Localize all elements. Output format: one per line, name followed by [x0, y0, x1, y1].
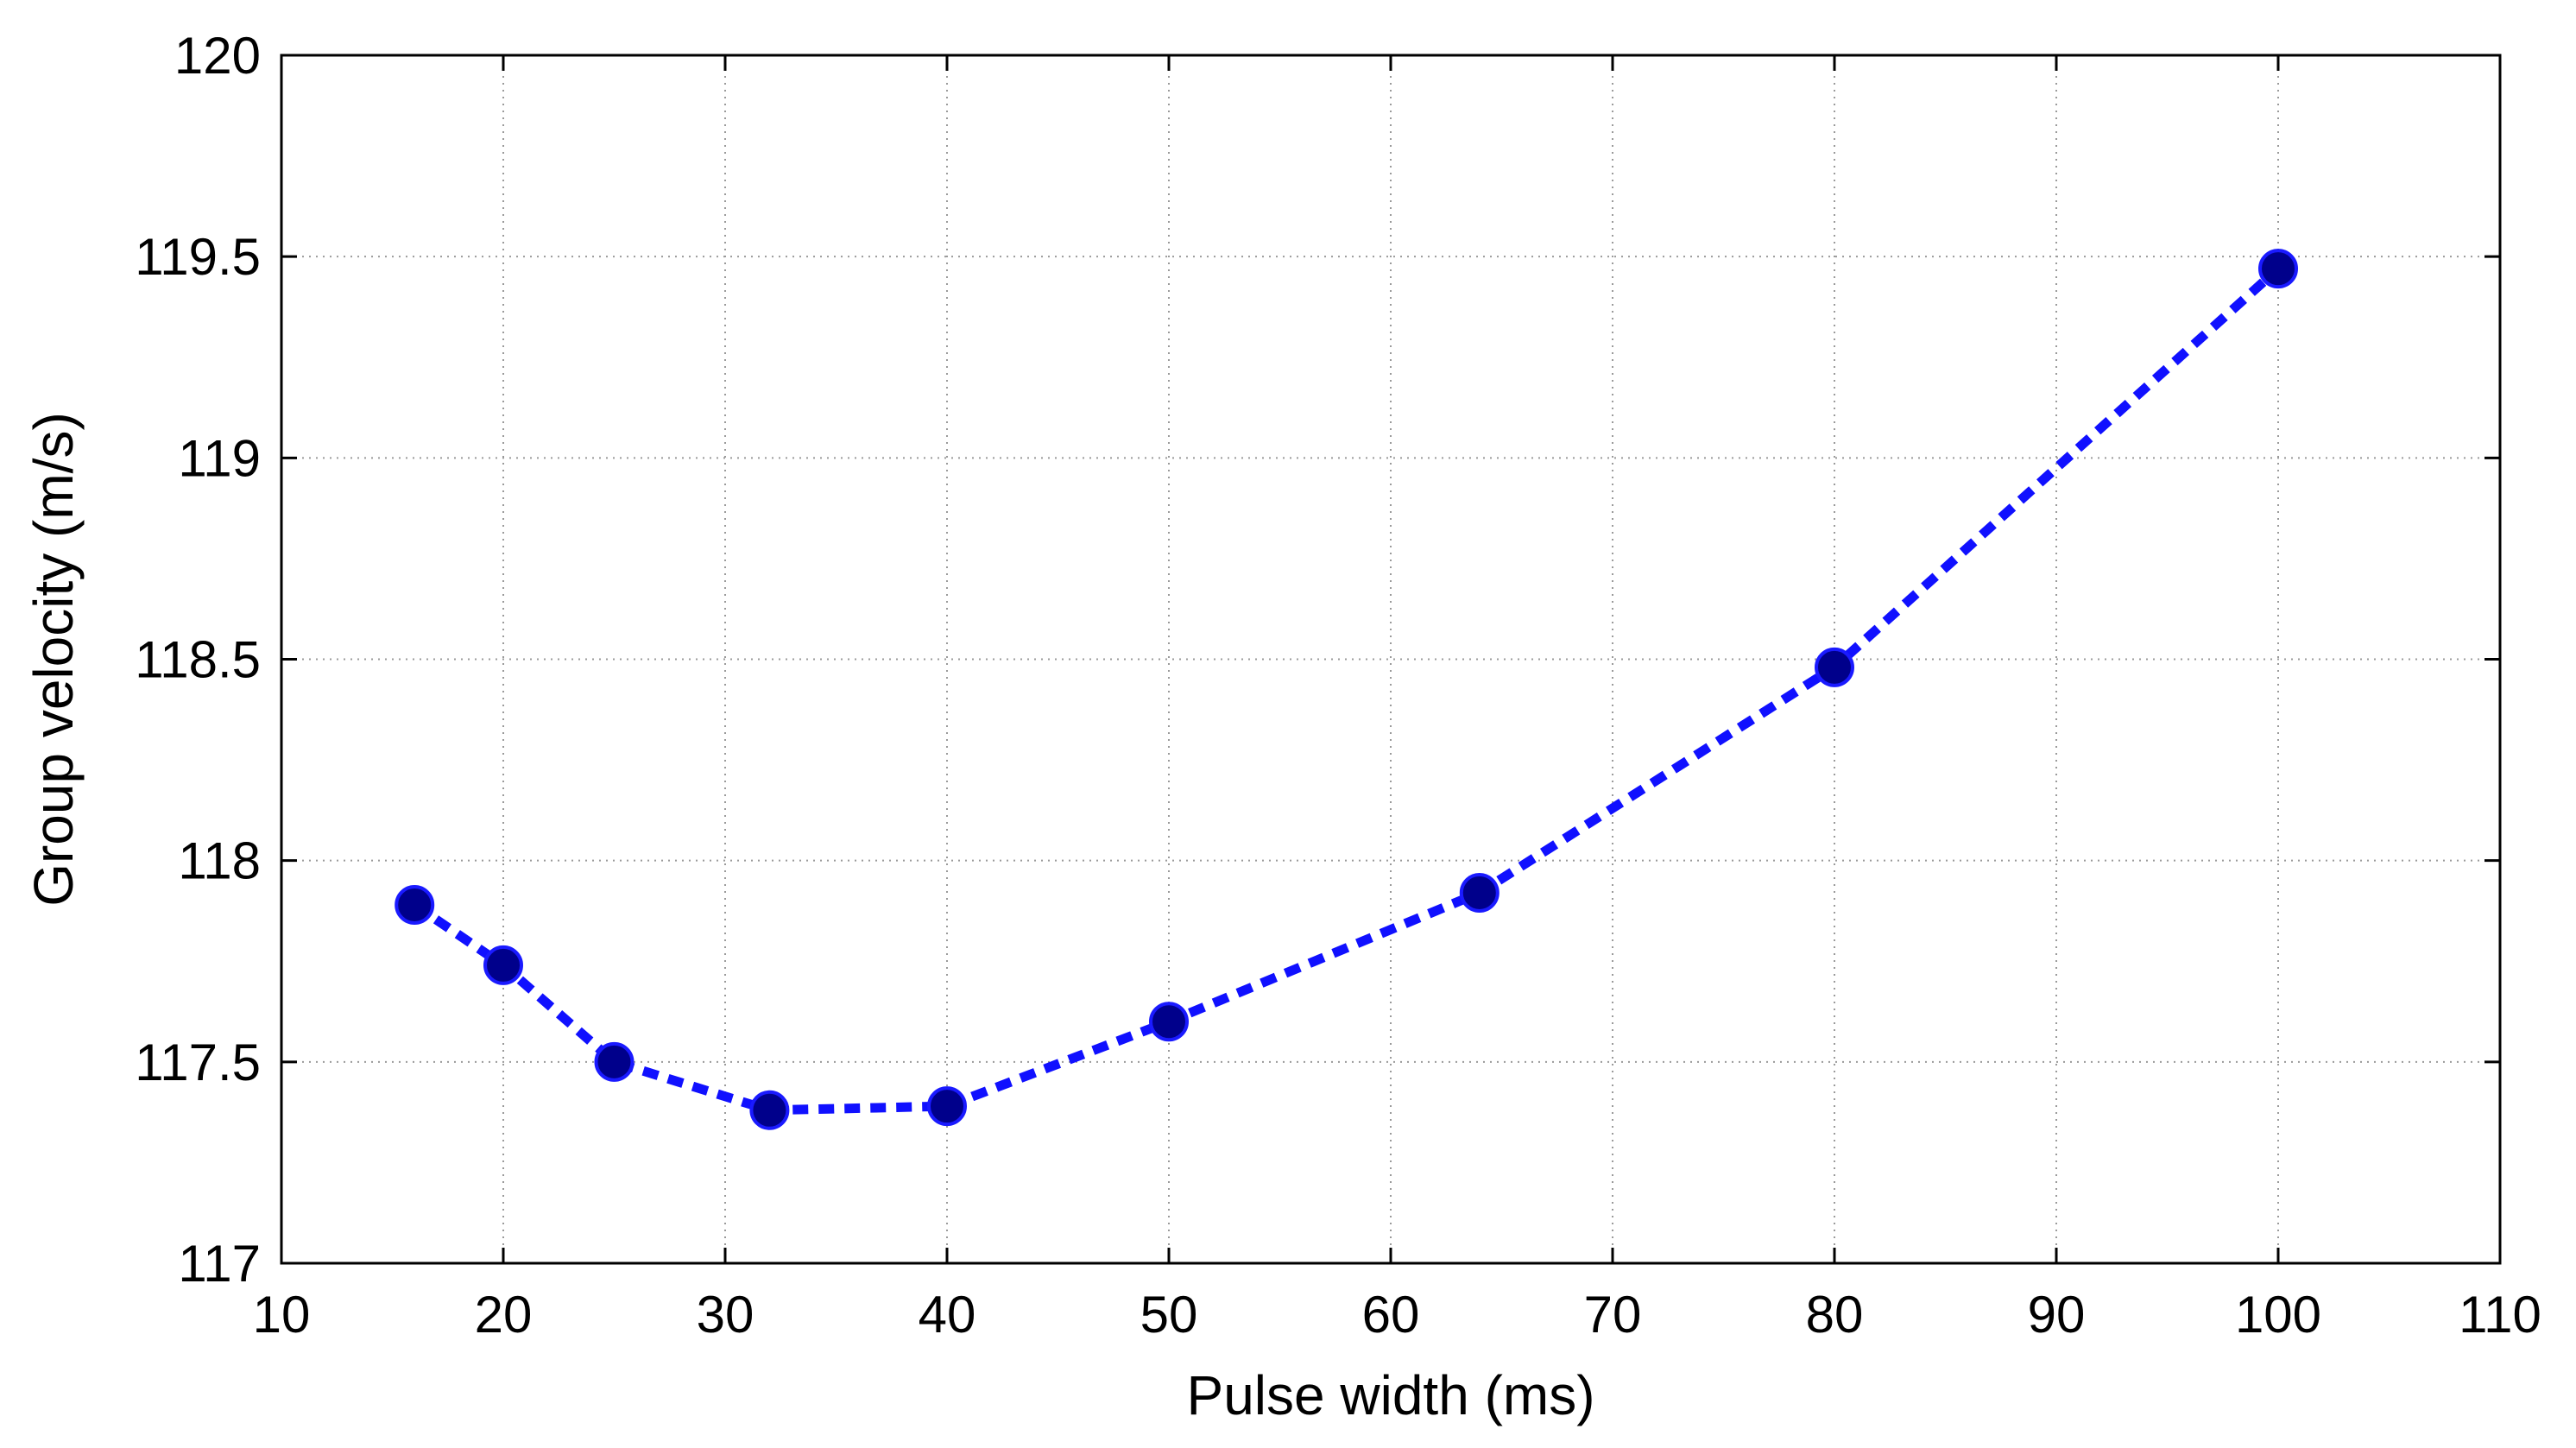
- y-tick-label: 119.5: [135, 228, 261, 286]
- y-tick-label: 120: [174, 27, 261, 85]
- data-point: [2258, 249, 2298, 289]
- series-group: [395, 249, 2298, 1130]
- x-tick-label: 100: [2235, 1286, 2321, 1344]
- data-point: [395, 884, 435, 925]
- y-tick-label: 118.5: [135, 631, 261, 689]
- y-tick-label: 117.5: [135, 1034, 261, 1091]
- x-tick-label: 40: [919, 1286, 976, 1344]
- data-point: [927, 1086, 967, 1127]
- data-point: [483, 945, 523, 985]
- x-tick-label: 90: [2028, 1286, 2086, 1344]
- y-tick-label: 118: [178, 832, 261, 890]
- y-axis-label: Group velocity (m/s): [22, 412, 85, 907]
- data-point: [749, 1090, 790, 1130]
- x-tick-label: 70: [1584, 1286, 1642, 1344]
- axis-ticks: [280, 54, 2502, 1265]
- series-line: [412, 265, 2282, 1116]
- x-tick-label: 110: [2459, 1286, 2541, 1344]
- data-point: [1459, 872, 1500, 913]
- data-point: [1149, 1002, 1189, 1042]
- x-axis-label: Pulse width (ms): [1187, 1364, 1595, 1426]
- x-tick-label: 30: [697, 1286, 754, 1344]
- data-point: [594, 1041, 635, 1082]
- y-tick-label: 119: [178, 429, 261, 487]
- x-tick-label: 10: [253, 1286, 311, 1344]
- grid-lines: [281, 55, 2500, 1263]
- data-point: [1815, 647, 1854, 687]
- x-tick-label: 50: [1140, 1286, 1198, 1344]
- axis-tick-labels: 10 20 30 40 50 60 70 80 90 100 110 117 117.5 118 118.5…: [135, 27, 2541, 1344]
- x-tick-label: 20: [475, 1286, 533, 1344]
- x-tick-label: 80: [1806, 1286, 1864, 1344]
- x-tick-label: 60: [1362, 1286, 1420, 1344]
- y-tick-label: 117: [178, 1235, 261, 1293]
